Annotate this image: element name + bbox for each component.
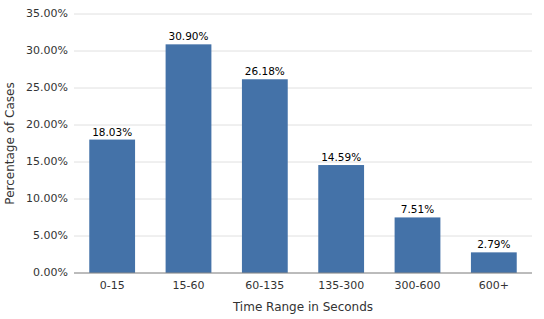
bar	[242, 79, 288, 273]
data-label: 30.90%	[168, 30, 208, 42]
bar	[318, 165, 364, 273]
bars	[89, 44, 516, 273]
grid-line	[74, 125, 532, 126]
data-label: 26.18%	[245, 65, 285, 77]
bar	[471, 252, 517, 273]
y-tick-label: 20.00%	[26, 118, 68, 131]
grid-line	[74, 51, 532, 52]
x-tick-label: 300-600	[395, 279, 441, 292]
grid-line	[74, 14, 532, 15]
y-tick-label: 35.00%	[26, 7, 68, 20]
y-tick-label: 0.00%	[33, 266, 68, 279]
x-ticks: 0-15 15-60 60-135 135-300 300-600 600+	[100, 279, 509, 292]
x-tick-label: 135-300	[318, 279, 364, 292]
y-tick-label: 15.00%	[26, 155, 68, 168]
y-tick-label: 5.00%	[33, 229, 68, 242]
chart-container: 0.00% 5.00% 10.00% 15.00% 20.00% 25.00% 30.00%…	[0, 0, 544, 319]
y-tick-label: 10.00%	[26, 192, 68, 205]
x-tick-label: 60-135	[245, 279, 284, 292]
grid-line	[74, 273, 532, 274]
data-label: 7.51%	[401, 203, 434, 215]
x-tick-label: 0-15	[100, 279, 125, 292]
y-ticks: 0.00% 5.00% 10.00% 15.00% 20.00% 25.00% 30.00%…	[26, 7, 68, 279]
bar	[89, 140, 135, 273]
y-grid	[74, 14, 532, 273]
bar	[395, 217, 441, 273]
x-axis-line	[74, 273, 532, 274]
y-tick-label: 25.00%	[26, 81, 68, 94]
y-axis-title: Percentage of Cases	[3, 82, 17, 204]
data-labels: 18.03% 30.90% 26.18% 14.59% 7.51% 2.79%	[92, 30, 510, 250]
x-axis-title: Time Range in Seconds	[232, 300, 373, 314]
x-tick-label: 15-60	[173, 279, 205, 292]
grid-line	[74, 199, 532, 200]
chart-svg: 0.00% 5.00% 10.00% 15.00% 20.00% 25.00% 30.00%…	[0, 0, 544, 319]
data-label: 18.03%	[92, 126, 132, 138]
grid-line	[74, 88, 532, 89]
grid-line	[74, 236, 532, 237]
x-tick-label: 600+	[479, 279, 509, 292]
data-label: 2.79%	[477, 238, 510, 250]
bar	[166, 44, 212, 273]
data-label: 14.59%	[321, 151, 361, 163]
y-tick-label: 30.00%	[26, 44, 68, 57]
grid-line	[74, 162, 532, 163]
